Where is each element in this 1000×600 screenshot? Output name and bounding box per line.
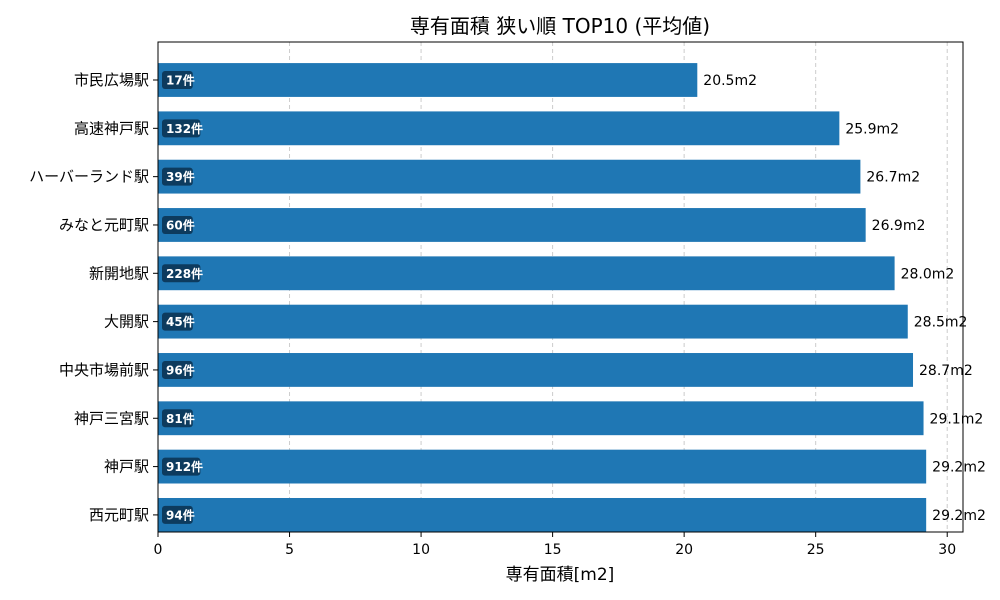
bar xyxy=(158,304,908,339)
value-label: 29.2m2 xyxy=(932,508,986,524)
category-label: 大開駅 xyxy=(104,313,149,331)
bar xyxy=(158,256,895,291)
value-label: 26.7m2 xyxy=(866,170,920,186)
bar xyxy=(158,159,861,194)
category-label: 神戸駅 xyxy=(104,458,149,476)
category-label: みなと元町駅 xyxy=(59,216,149,234)
value-label: 28.7m2 xyxy=(919,363,973,379)
count-label: 96件 xyxy=(166,362,195,377)
count-label: 60件 xyxy=(166,217,195,232)
value-label: 29.1m2 xyxy=(930,411,984,427)
category-label: 中央市場前駅 xyxy=(59,361,149,379)
count-badge xyxy=(162,360,193,379)
plot-frame xyxy=(157,41,964,533)
bar xyxy=(158,63,698,97)
value-label: 29.2m2 xyxy=(932,460,986,476)
category-label: 神戸三宮駅 xyxy=(74,409,149,427)
bar xyxy=(158,497,927,532)
bar xyxy=(158,353,914,387)
count-label: 39件 xyxy=(166,169,195,184)
x-tick-label: 15 xyxy=(544,542,562,558)
bar xyxy=(158,401,924,436)
count-label: 17件 xyxy=(166,73,195,88)
bar xyxy=(158,208,866,242)
value-label: 28.0m2 xyxy=(901,266,955,282)
count-badge xyxy=(162,457,201,476)
count-badge xyxy=(162,264,201,283)
x-tick-label: 0 xyxy=(154,542,163,558)
count-label: 94件 xyxy=(166,507,195,522)
chart-title: 専有面積 狭い順 TOP10 (平均値) xyxy=(410,14,710,38)
value-label: 25.9m2 xyxy=(845,121,899,137)
bar xyxy=(158,449,927,484)
count-badge xyxy=(162,167,193,186)
x-axis: 0 5 10 15 20 25 30 xyxy=(154,532,956,558)
value-label: 28.5m2 xyxy=(914,315,968,331)
x-tick-label: 10 xyxy=(412,542,430,558)
count-badge xyxy=(162,409,193,428)
count-badge xyxy=(162,71,193,89)
count-label: 132件 xyxy=(166,121,203,136)
count-label: 228件 xyxy=(166,266,203,281)
y-axis: 市民広場駅高速神戸駅ハーバーランド駅みなと元町駅新開地駅大開駅中央市場前駅神戸三… xyxy=(29,71,158,524)
count-label: 45件 xyxy=(166,314,195,329)
count-label: 912件 xyxy=(166,459,203,474)
count-badge xyxy=(162,312,193,331)
x-tick-label: 5 xyxy=(285,542,294,558)
count-badge xyxy=(162,119,201,138)
bar xyxy=(158,111,840,146)
category-label: 新開地駅 xyxy=(89,264,149,282)
count-label: 81件 xyxy=(166,411,195,426)
x-axis-label: 専有面積[m2] xyxy=(506,565,615,585)
count-badge xyxy=(162,215,193,234)
bars: 20.5m2 17件 25.9m2 132件 26.7m2 39件 26.9m2 60件 28.… xyxy=(158,63,986,532)
x-tick-label: 25 xyxy=(807,542,825,558)
value-label: 26.9m2 xyxy=(872,218,926,234)
value-label: 20.5m2 xyxy=(703,73,757,89)
category-label: 市民広場駅 xyxy=(74,71,149,89)
category-label: ハーバーランド駅 xyxy=(29,168,149,186)
category-label: 高速神戸駅 xyxy=(74,119,149,137)
x-tick-label: 20 xyxy=(675,542,693,558)
count-badge xyxy=(162,505,193,524)
x-tick-label: 30 xyxy=(938,542,956,558)
category-label: 西元町駅 xyxy=(89,506,149,524)
